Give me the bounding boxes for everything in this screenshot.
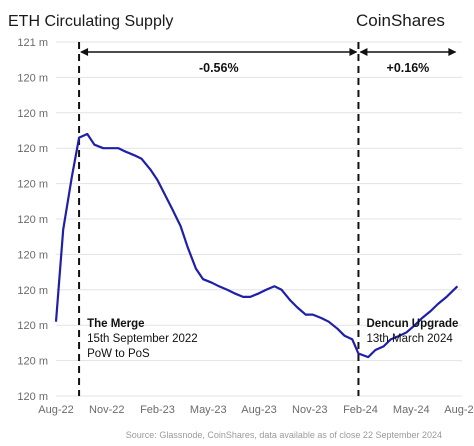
x-tick-label: Nov-22 <box>89 404 124 416</box>
event-markers <box>78 42 360 396</box>
x-axis-ticks: Aug-22 Nov-22 Feb-23 May-23 Aug-23 Nov-23 Feb-… <box>38 404 474 416</box>
x-tick-label: Aug-24 <box>444 404 474 416</box>
y-tick-label: 121 m <box>17 37 48 49</box>
change-annotations: -0.56% +0.16% <box>80 48 457 75</box>
change-arrow-head-left <box>359 48 368 56</box>
x-tick-label: Nov-23 <box>292 404 327 416</box>
marker-detail: PoW to PoS <box>87 348 150 360</box>
y-tick-label: 120 m <box>17 285 48 297</box>
marker-labels: The Merge 15th September 2022 PoW to PoS De… <box>87 318 458 360</box>
y-tick-label: 120 m <box>17 320 48 332</box>
marker-detail: 13th March 2024 <box>366 333 453 345</box>
x-tick-label: Feb-24 <box>343 404 378 416</box>
y-tick-label: 120 m <box>17 356 48 368</box>
y-axis-ticks: 121 m 120 m 120 m 120 m 120 m 120 m 120 m 120 m… <box>17 37 48 403</box>
marker-detail: 15th September 2022 <box>87 333 198 345</box>
x-tick-label: May-24 <box>393 404 430 416</box>
change-label: -0.56% <box>199 61 239 75</box>
y-tick-label: 120 m <box>17 72 48 84</box>
source-note: Source: Glassnode, CoinShares, data avai… <box>126 430 442 440</box>
x-tick-label: Aug-23 <box>241 404 276 416</box>
marker-title: The Merge <box>87 318 145 330</box>
change-arrow-head-right <box>448 48 457 56</box>
y-tick-label: 120 m <box>17 391 48 403</box>
x-tick-label: May-23 <box>190 404 227 416</box>
gridlines <box>56 41 462 397</box>
y-tick-label: 120 m <box>17 214 48 226</box>
coinshares-logo: CoinShares <box>356 11 445 30</box>
y-tick-label: 120 m <box>17 249 48 261</box>
change-arrow-head-right <box>349 48 358 56</box>
y-tick-label: 120 m <box>17 108 48 120</box>
y-tick-label: 120 m <box>17 179 48 191</box>
supply-line <box>54 132 459 359</box>
y-tick-label: 120 m <box>17 143 48 155</box>
chart-title: ETH Circulating Supply <box>8 13 173 30</box>
change-label: +0.16% <box>387 61 430 75</box>
x-tick-label: Feb-23 <box>140 404 175 416</box>
x-tick-label: Aug-22 <box>38 404 73 416</box>
marker-title: Dencun Upgrade <box>366 318 458 330</box>
change-arrow-head-left <box>80 48 89 56</box>
